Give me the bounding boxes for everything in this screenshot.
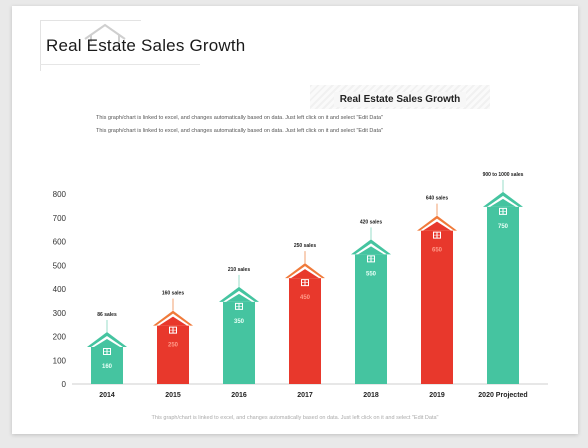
y-tick-label: 200: [53, 333, 67, 342]
house-icon: [87, 332, 127, 355]
bar-value-label: 160: [102, 364, 113, 370]
sales-annotation: 420 sales: [360, 219, 382, 225]
sales-annotation: 210 sales: [228, 267, 250, 273]
bar-value-label: 550: [366, 271, 377, 277]
bar: [157, 324, 189, 384]
bar-value-label: 250: [168, 343, 179, 349]
house-icon: [417, 215, 457, 239]
y-tick-label: 100: [53, 356, 67, 365]
bar-chart: 0 100 200 300 400 500 600 700 800 160 86 sales 2014…: [53, 172, 548, 399]
chart-note-2: This graph/chart is linked to excel, and…: [96, 128, 384, 134]
bar-value-label: 450: [300, 295, 311, 301]
y-tick-label: 800: [53, 190, 67, 199]
sales-annotation: 900 to 1000 sales: [483, 172, 524, 178]
x-category-label: 2020 Projected: [478, 392, 527, 399]
house-icon: [285, 263, 325, 287]
bar-value-label: 350: [234, 319, 245, 325]
chart-title: Real Estate Sales Growth: [333, 92, 467, 107]
slide: Real Estate Sales Growth Real Estate Sal…: [12, 6, 578, 434]
x-category-label: 2014: [99, 392, 115, 399]
x-category-label: 2016: [231, 392, 247, 399]
house-icon: [351, 239, 391, 263]
bar: [223, 300, 255, 384]
bar: [487, 205, 519, 384]
y-tick-label: 600: [53, 238, 67, 247]
house-icon: [153, 310, 193, 334]
x-category-label: 2019: [429, 392, 445, 399]
sales-annotation: 250 sales: [294, 243, 316, 249]
sales-annotation: 86 sales: [97, 312, 117, 318]
house-outline-icon: [84, 23, 126, 42]
y-tick-label: 700: [53, 214, 67, 223]
y-tick-label: 300: [53, 309, 67, 318]
y-tick-label: 400: [53, 285, 67, 294]
y-tick-label: 0: [62, 380, 67, 389]
x-category-label: 2015: [165, 392, 181, 399]
house-icon: [219, 286, 259, 310]
x-category-label: 2018: [363, 392, 379, 399]
bar: [355, 253, 387, 384]
bar: [421, 229, 453, 384]
footer-note: This graph/chart is linked to excel, and…: [151, 415, 439, 421]
bar-value-label: 750: [498, 224, 509, 230]
chart-title-box: Real Estate Sales Growth: [310, 85, 490, 109]
x-category-label: 2017: [297, 392, 313, 399]
page-title: Real Estate Sales Growth: [46, 36, 246, 55]
y-tick-label: 500: [53, 261, 67, 270]
bar: [289, 277, 321, 384]
title-divider: [40, 64, 200, 65]
sales-annotation: 640 sales: [426, 196, 448, 202]
sales-annotation: 160 sales: [162, 291, 184, 297]
logo-frame: [40, 20, 141, 71]
chart-note-1: This graph/chart is linked to excel, and…: [96, 115, 384, 121]
bar-value-label: 650: [432, 248, 443, 254]
house-icon: [483, 191, 523, 215]
